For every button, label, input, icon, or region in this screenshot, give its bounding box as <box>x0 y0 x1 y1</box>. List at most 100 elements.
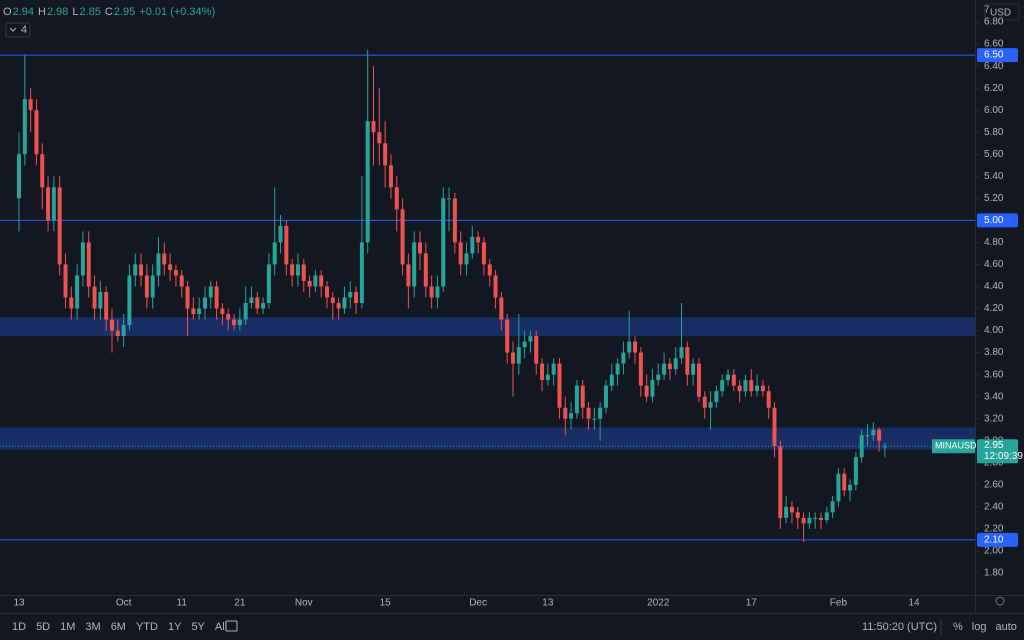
candle-body <box>574 385 579 414</box>
candle-body <box>179 275 184 287</box>
candle-body <box>168 264 173 270</box>
candle-body <box>342 297 347 309</box>
candle-body <box>255 297 260 309</box>
candle-body <box>109 319 114 331</box>
indicator-count: 4 <box>21 24 27 36</box>
candle-body <box>522 341 527 348</box>
candle-body <box>417 242 422 254</box>
indicator-toggle[interactable] <box>5 22 31 38</box>
level-label: 5.00 <box>984 215 1004 226</box>
candle-body <box>464 253 469 265</box>
range-button[interactable]: 5Y <box>191 621 205 633</box>
candle-body <box>325 286 330 298</box>
candle-body <box>307 280 312 287</box>
candle-body <box>80 242 85 276</box>
range-button[interactable]: 1M <box>60 621 75 633</box>
y-tick-label: 5.80 <box>984 127 1004 138</box>
candle-body <box>208 286 213 298</box>
candle-body <box>429 286 434 298</box>
candle-body <box>801 517 806 524</box>
range-button[interactable]: 5D <box>36 621 50 633</box>
candle-body <box>57 187 62 265</box>
candle-body <box>336 303 341 309</box>
range-button[interactable]: YTD <box>136 621 158 633</box>
candle-body <box>278 225 283 243</box>
candle-body <box>644 385 649 397</box>
level-label-bg <box>977 532 1018 547</box>
y-tick-label: 6.60 <box>984 39 1004 50</box>
scale-option[interactable]: auto <box>995 621 1016 633</box>
scale-option[interactable]: log <box>972 621 987 633</box>
y-tick-label: 1.80 <box>984 568 1004 579</box>
y-tick-label: 3.20 <box>984 413 1004 424</box>
range-button[interactable]: 6M <box>111 621 126 633</box>
x-tick-label: Feb <box>830 598 848 609</box>
y-tick-label: 3.40 <box>984 391 1004 402</box>
candle-body <box>563 407 568 419</box>
candle-body <box>842 473 847 491</box>
currency: USD <box>990 8 1011 19</box>
candle-body <box>737 385 742 392</box>
settings-icon[interactable] <box>995 596 1005 606</box>
candle-body <box>22 99 27 155</box>
candle-body <box>34 110 39 155</box>
candle-body <box>133 264 138 276</box>
scale-option[interactable]: % <box>953 621 963 633</box>
range-button[interactable]: 3M <box>85 621 100 633</box>
level-label: 2.10 <box>984 535 1004 546</box>
candle-body <box>784 506 789 518</box>
range-button[interactable]: 1D <box>12 621 26 633</box>
x-tick-label: Oct <box>116 598 132 609</box>
candle-body <box>249 297 254 304</box>
candle-body <box>569 413 574 419</box>
candle-body <box>505 319 510 353</box>
candle-body <box>615 363 620 375</box>
range-button[interactable]: All <box>215 621 227 633</box>
candle-body <box>173 269 178 276</box>
candle-body <box>388 165 393 188</box>
candle-body <box>586 407 591 419</box>
x-tick-label: 14 <box>908 598 920 609</box>
candle-body <box>778 446 783 518</box>
currency-button[interactable] <box>984 3 1020 21</box>
legend-value: 2.85 <box>79 6 100 18</box>
candle-body <box>540 363 545 381</box>
candle-body <box>359 242 364 304</box>
candle-body <box>144 275 149 298</box>
candle-body <box>232 319 237 326</box>
y-tick-label: 6.20 <box>984 83 1004 94</box>
legend-value: 2.95 <box>114 6 135 18</box>
candle-body <box>528 336 533 342</box>
candle-body <box>295 264 300 276</box>
x-tick-label: 2022 <box>647 598 670 609</box>
range-button[interactable]: 1Y <box>168 621 182 633</box>
y-tick-label: 5.40 <box>984 171 1004 182</box>
legend: O 2.94 H 2.98 L 2.85 C 2.95 +0.01 (+0.34%) <box>3 6 215 18</box>
x-tick-label: 13 <box>13 598 25 609</box>
chevron <box>9 27 17 32</box>
candle-body <box>197 308 202 315</box>
x-tick-label: 21 <box>234 598 246 609</box>
legend-label: O <box>3 6 12 18</box>
y-tick-label: 4.20 <box>984 303 1004 314</box>
candle-body <box>476 236 481 243</box>
zone <box>0 427 975 450</box>
candle-body <box>127 275 132 326</box>
candle-body <box>493 275 498 298</box>
candle-body <box>121 325 126 337</box>
candle-body <box>487 264 492 276</box>
candle-body <box>638 352 643 386</box>
candle-body <box>46 187 51 221</box>
countdown: 12:09:39 <box>984 451 1023 462</box>
candle-body <box>673 358 678 370</box>
candle-body <box>290 264 295 276</box>
candle-body <box>226 314 231 320</box>
date-range-icon[interactable] <box>225 620 238 632</box>
candle-body <box>383 143 388 166</box>
y-tick-label: 4.00 <box>984 325 1004 336</box>
candle-body <box>743 380 748 392</box>
candle-body <box>609 374 614 386</box>
candle-body <box>98 291 103 309</box>
